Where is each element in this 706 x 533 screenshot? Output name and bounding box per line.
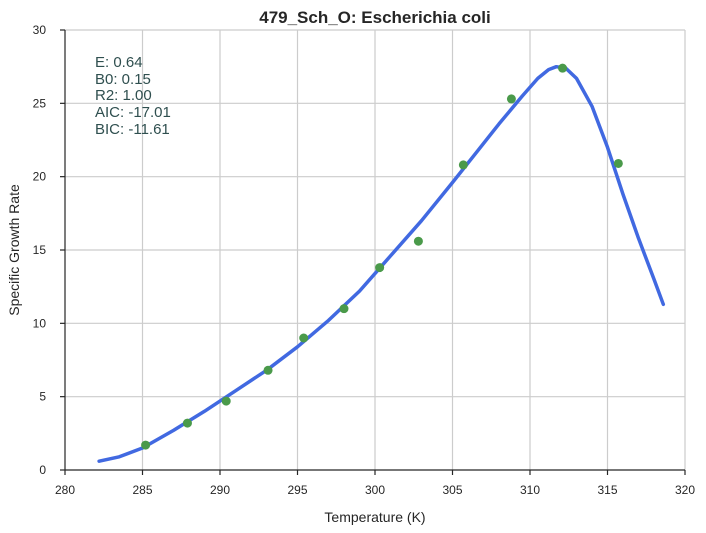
data-point [413,236,423,246]
stat-b0: B0: 0.15 [95,71,151,88]
data-point [182,418,192,428]
fitted-curve-layer [97,64,666,463]
data-point [221,396,231,406]
y-tick-label: 0 [39,463,46,477]
data-point [558,63,568,73]
x-tick-label: 320 [675,483,695,497]
data-point [299,333,309,343]
y-tick-label: 10 [33,316,47,330]
x-tick-label: 285 [132,483,152,497]
x-tick-label: 315 [597,483,617,497]
y-tick-label: 30 [33,23,47,37]
data-point [613,158,623,168]
data-point [458,160,468,170]
chart-title: 479_Sch_O: Escherichia coli [259,8,491,27]
stat-bic: BIC: -11.61 [95,121,170,138]
x-axis-label: Temperature (K) [324,509,425,525]
y-axis-label: Specific Growth Rate [6,184,22,316]
x-tick-labels: 280 285 290 295 300 305 310 315 320 [55,483,695,497]
axes-spines [60,29,686,475]
y-tick-label: 25 [33,96,47,110]
data-points-layer [141,63,623,450]
fitted-curve [97,64,666,463]
stat-aic: AIC: -17.01 [95,104,171,121]
y-tick-label: 15 [33,243,47,257]
data-point [141,440,151,450]
y-tick-label: 20 [33,170,47,184]
stat-r2: R2: 1.00 [95,87,152,104]
x-tick-label: 305 [442,483,462,497]
data-point [263,365,273,375]
x-tick-label: 280 [55,483,75,497]
x-tick-label: 290 [210,483,230,497]
y-tick-labels: 0 5 10 15 20 25 30 [33,23,47,477]
x-tick-label: 300 [365,483,385,497]
x-tick-label: 295 [287,483,307,497]
fit-statistics: E: 0.64 B0: 0.15 R2: 1.00 AIC: -17.01 BI… [95,54,171,138]
x-tick-label: 310 [520,483,540,497]
data-point [506,94,516,104]
grid-lines [65,29,686,470]
y-tick-label: 5 [39,390,46,404]
stat-e: E: 0.64 [95,54,143,71]
data-point [375,263,385,273]
data-point [339,304,349,314]
